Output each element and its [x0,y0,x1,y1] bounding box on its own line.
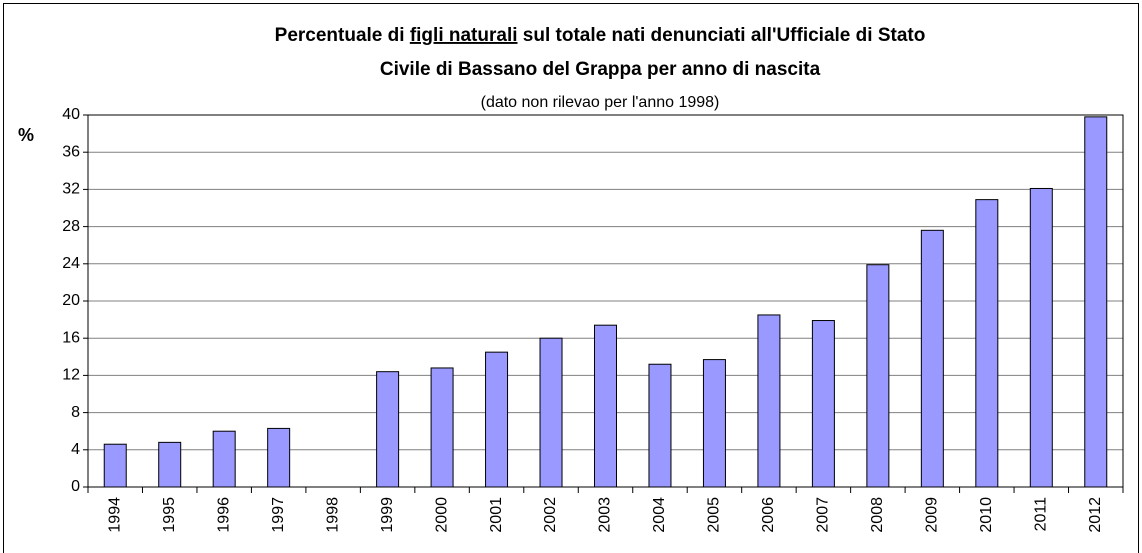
x-tick-label: 1998 [324,497,341,533]
bar [103,443,127,488]
title-part: Percentuale di [275,25,410,46]
y-tick-label: 4 [71,441,80,458]
title-part: figli naturali [410,25,518,46]
x-tick-label: 2006 [760,497,777,533]
title-part: sul totale nati denunciati all'Ufficiale… [518,25,926,46]
bar [212,430,236,488]
x-tick-label: 2012 [1087,497,1104,533]
x-tick-label: 2010 [978,497,995,533]
y-tick-label: 16 [62,329,80,346]
x-tick-label: 1995 [161,497,178,533]
x-tick-label: 2005 [706,497,723,533]
bar [648,363,672,488]
x-tick-label: 2011 [1033,497,1050,532]
x-tick-label: 2007 [815,497,832,533]
bar [811,320,835,488]
y-tick-label: 8 [71,404,80,421]
x-tick-label: 1997 [270,497,287,533]
y-tick-label: 40 [62,106,80,123]
y-tick-label: 0 [71,478,80,495]
x-tick-label: 2003 [597,497,614,533]
bar [267,427,291,488]
x-tick-label: 1994 [106,497,123,533]
bar [920,229,944,488]
chart-title: Civile di Bassano del Grappa per anno di… [380,59,821,80]
y-tick-label: 24 [62,255,80,272]
bar [757,314,781,488]
bar [866,264,890,488]
bar [158,441,182,488]
bar [1084,116,1108,488]
x-tick-label: 1996 [215,497,232,533]
y-axis-label: % [18,125,34,145]
x-tick-label: 2002 [542,497,559,533]
x-tick-label: 2004 [651,497,668,533]
x-tick-label: 1999 [379,497,396,533]
x-tick-label: 2000 [433,497,450,533]
x-tick-label: 2008 [869,497,886,533]
chart-title: Percentuale di figli naturali sul totale… [275,25,926,46]
y-tick-label: 32 [62,181,80,198]
chart-subtitle: (dato non rilevao per l'anno 1998) [481,94,720,111]
x-tick-label: 2009 [924,497,941,533]
bar [975,199,999,488]
y-tick-label: 20 [62,292,80,309]
bar [702,359,726,488]
y-tick-label: 36 [62,143,80,160]
bar [376,371,400,488]
y-tick-label: 28 [62,218,80,235]
bar [485,351,509,488]
chart-frame [3,3,1139,553]
y-tick-label: 12 [62,367,80,384]
bar [1029,187,1053,488]
bar [430,367,454,488]
bar [539,337,563,488]
bar [594,324,617,488]
x-tick-label: 2001 [488,497,505,533]
